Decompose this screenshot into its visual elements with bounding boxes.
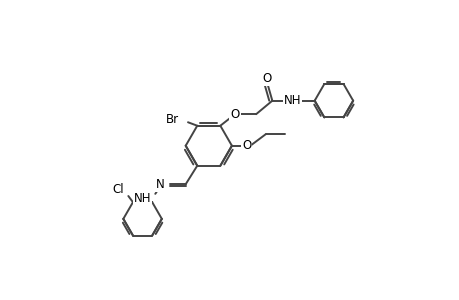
- Text: O: O: [261, 72, 271, 85]
- Text: NH: NH: [283, 94, 301, 107]
- Text: Cl: Cl: [112, 183, 123, 196]
- Text: Br: Br: [166, 113, 179, 126]
- Text: O: O: [230, 108, 239, 121]
- Text: N: N: [156, 178, 164, 191]
- Text: NH: NH: [133, 192, 151, 205]
- Text: O: O: [241, 139, 251, 152]
